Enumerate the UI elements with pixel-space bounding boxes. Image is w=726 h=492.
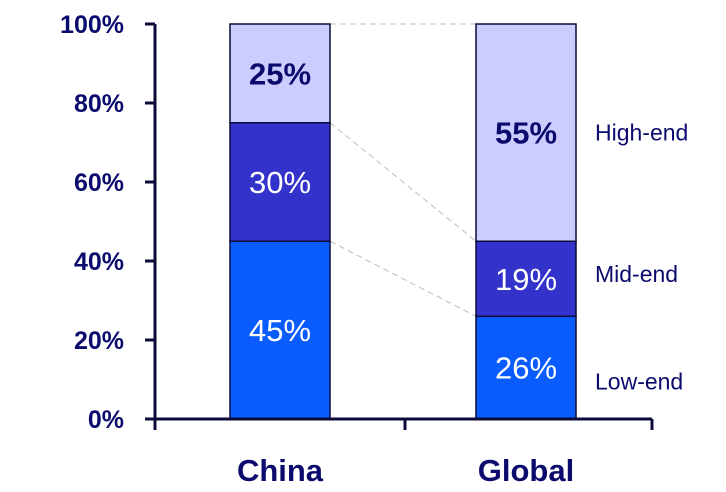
x-tick-label: Global — [478, 453, 574, 488]
connector-lines — [329, 23, 477, 317]
legend-item: Mid-end — [595, 261, 678, 287]
y-tick-label: 40% — [74, 248, 124, 276]
bar-segment — [475, 23, 577, 242]
data-label: 55% — [495, 116, 557, 151]
y-tick-label: 20% — [74, 327, 124, 355]
y-tick-label: 80% — [74, 90, 124, 118]
connector-line — [329, 122, 477, 242]
bar-segment — [229, 23, 331, 124]
data-label: 26% — [495, 351, 557, 386]
y-tick-label: 0% — [88, 406, 124, 434]
y-tick-label: 60% — [74, 169, 124, 197]
y-tick-label: 100% — [60, 11, 124, 39]
axes: 0% 20% 40% 60% 80% 100% China Global — [60, 11, 654, 488]
connector-line — [329, 240, 477, 317]
legend-item: Low-end — [595, 369, 683, 395]
labels: 45% 26% 30% 19% 25% 55% Low-end Mid-end High-end — [249, 56, 688, 394]
legend-item: High-end — [595, 120, 688, 146]
x-tick-label: China — [237, 453, 324, 488]
bar-segment — [475, 315, 577, 420]
bar-segment — [475, 240, 577, 318]
data-label: 25% — [249, 56, 311, 91]
data-label: 45% — [249, 313, 311, 348]
data-label: 30% — [249, 165, 311, 200]
data-label: 19% — [495, 262, 557, 297]
bars — [229, 23, 577, 420]
